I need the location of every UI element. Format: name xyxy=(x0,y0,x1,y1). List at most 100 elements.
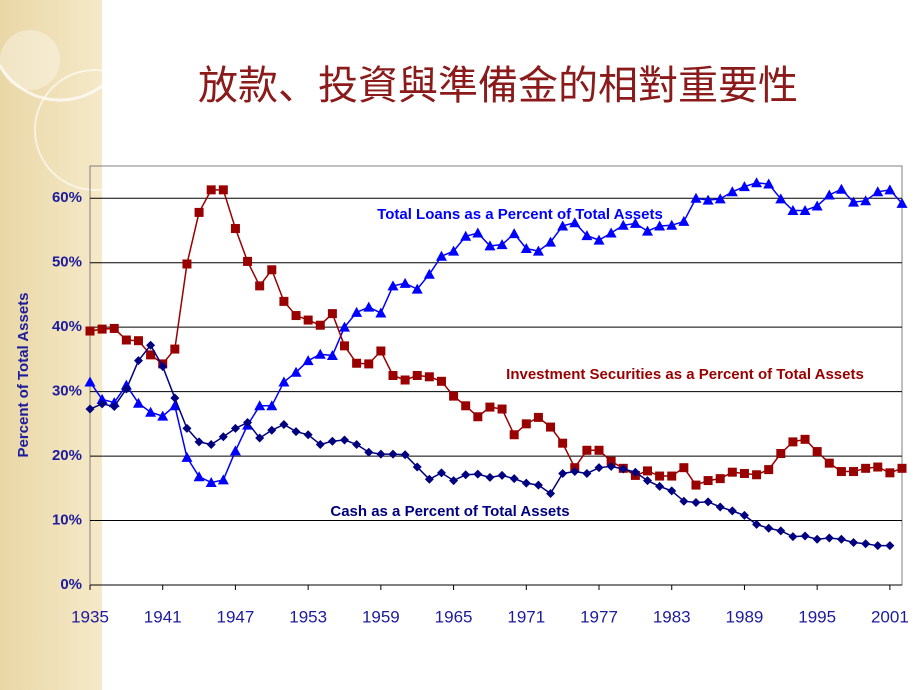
data-point xyxy=(84,376,96,387)
data-point xyxy=(812,447,822,457)
data-point xyxy=(532,245,544,256)
data-point xyxy=(146,340,156,350)
data-point xyxy=(775,193,787,204)
x-tick-label: 1953 xyxy=(289,607,327,626)
data-point xyxy=(423,268,435,279)
data-point xyxy=(521,419,531,429)
data-point xyxy=(364,359,374,369)
data-point xyxy=(763,178,775,189)
data-point xyxy=(327,309,337,319)
series-label: Investment Securities as a Percent of To… xyxy=(506,366,864,383)
data-point xyxy=(485,402,495,412)
data-point xyxy=(363,301,375,312)
data-point xyxy=(399,277,411,288)
data-point xyxy=(726,186,738,197)
data-point xyxy=(582,468,592,478)
data-point xyxy=(860,195,872,206)
y-axis-label: Percent of Total Assets xyxy=(15,292,32,457)
data-point xyxy=(678,215,690,226)
data-point xyxy=(266,400,278,411)
data-point xyxy=(387,280,399,291)
data-point xyxy=(896,197,908,208)
data-point xyxy=(654,220,666,231)
data-point xyxy=(109,323,119,333)
data-point xyxy=(605,227,617,238)
chart-title: 放款、投資與準備金的相對重要性 xyxy=(198,63,798,109)
data-point xyxy=(594,463,604,473)
x-tick-label: 1959 xyxy=(362,607,400,626)
data-point xyxy=(229,445,241,456)
data-point xyxy=(618,464,628,474)
data-point xyxy=(642,466,652,476)
decor-circle xyxy=(34,69,156,191)
data-point xyxy=(218,432,228,442)
data-point xyxy=(217,474,229,485)
data-point xyxy=(764,523,774,533)
x-tick-label: 1947 xyxy=(217,607,255,626)
y-tick-label: 30% xyxy=(52,383,82,400)
data-point xyxy=(146,350,156,360)
data-point xyxy=(473,412,483,422)
data-point xyxy=(243,418,253,428)
data-point xyxy=(388,449,398,459)
data-point xyxy=(435,250,447,261)
data-point xyxy=(752,519,762,529)
data-point xyxy=(727,467,737,477)
data-point xyxy=(424,474,434,484)
data-point xyxy=(738,181,750,192)
data-point xyxy=(85,404,95,414)
data-point xyxy=(884,184,896,195)
data-point xyxy=(642,476,652,486)
data-point xyxy=(340,435,350,445)
data-point xyxy=(376,449,386,459)
data-point xyxy=(764,465,774,475)
data-point xyxy=(194,437,204,447)
data-point xyxy=(509,430,519,440)
data-point xyxy=(412,371,422,380)
data-point xyxy=(315,320,325,330)
data-point xyxy=(170,393,180,403)
data-point xyxy=(799,204,811,215)
data-point xyxy=(752,470,762,480)
data-point xyxy=(436,376,446,386)
data-point xyxy=(121,384,131,394)
series-label: Cash as a Percent of Total Assets xyxy=(330,503,569,520)
data-point xyxy=(279,296,289,306)
data-point xyxy=(376,346,386,356)
data-point xyxy=(630,467,640,477)
data-point xyxy=(303,430,313,440)
data-point xyxy=(581,230,593,241)
data-point xyxy=(340,341,350,351)
data-point xyxy=(594,445,604,455)
data-point xyxy=(617,219,629,230)
data-point xyxy=(606,456,616,466)
data-point xyxy=(521,478,531,488)
x-tick-label: 1971 xyxy=(507,607,545,626)
data-point xyxy=(169,400,181,411)
data-point xyxy=(715,502,725,512)
data-point xyxy=(473,469,483,479)
side-strip xyxy=(0,0,102,690)
data-point xyxy=(508,228,520,239)
data-point xyxy=(690,192,702,203)
data-point xyxy=(400,375,410,385)
data-point xyxy=(157,410,169,421)
series-label: Total Loans as a Percent of Total Assets xyxy=(377,206,663,223)
decor-circle xyxy=(0,0,132,102)
data-point xyxy=(303,315,313,325)
data-point xyxy=(545,236,557,247)
data-point xyxy=(836,534,846,544)
data-point xyxy=(97,324,107,334)
data-point xyxy=(691,480,701,490)
data-point xyxy=(315,439,325,449)
data-point xyxy=(290,366,302,377)
data-point xyxy=(194,207,204,217)
data-point xyxy=(812,534,822,544)
data-point xyxy=(364,447,374,457)
data-point xyxy=(460,230,472,241)
data-point xyxy=(849,467,859,477)
data-point xyxy=(254,400,266,411)
data-point xyxy=(267,425,277,435)
data-point xyxy=(243,256,253,266)
data-point xyxy=(206,439,216,449)
